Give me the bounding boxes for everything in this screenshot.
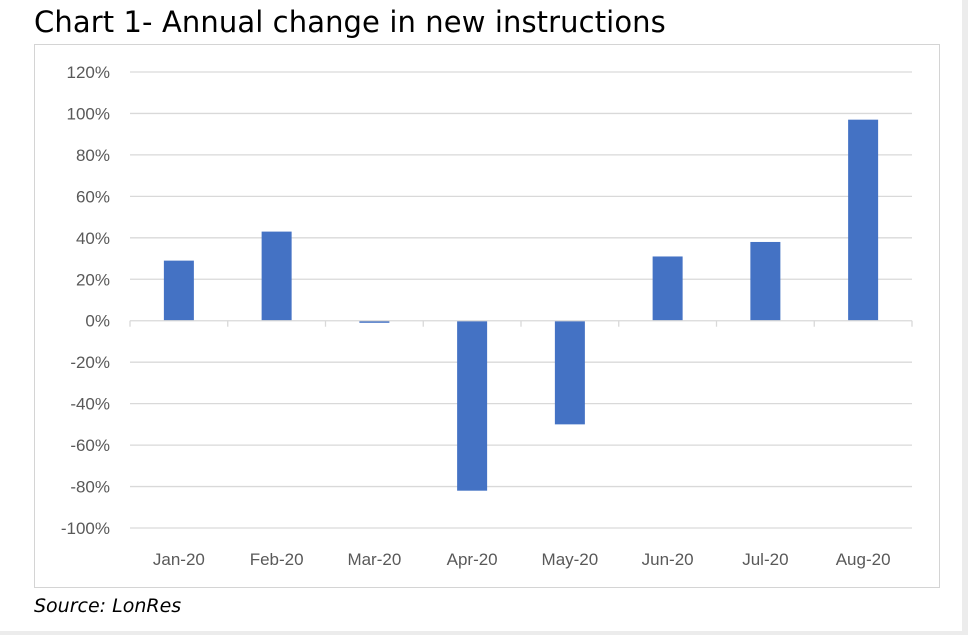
y-tick-label: 40%	[76, 229, 110, 248]
x-tick-label: Jun-20	[642, 550, 694, 569]
y-tick-label: 60%	[76, 187, 110, 206]
x-tick-label: Aug-20	[836, 550, 891, 569]
y-tick-label: 0%	[85, 312, 110, 331]
bar-feb-20	[261, 231, 292, 321]
y-tick-label: 100%	[67, 104, 110, 123]
bar-jun-20	[652, 256, 683, 321]
bar-may-20	[554, 320, 585, 425]
y-tick-label: -60%	[70, 436, 110, 455]
x-tick-label: Feb-20	[250, 550, 304, 569]
y-tick-label: -20%	[70, 353, 110, 372]
x-tick-label: Apr-20	[447, 550, 498, 569]
y-tick-label: 80%	[76, 146, 110, 165]
gridlines	[130, 71, 912, 529]
x-tick-label: May-20	[542, 550, 599, 569]
x-tick-label: Jan-20	[153, 550, 205, 569]
x-tick-label: Mar-20	[347, 550, 401, 569]
bars	[163, 119, 879, 491]
y-tick-label: 120%	[67, 63, 110, 82]
y-tick-label: -100%	[61, 519, 110, 538]
x-axis	[129, 320, 913, 327]
y-tick-label: 20%	[76, 270, 110, 289]
source-note: Source: LonRes	[34, 595, 182, 617]
bar-jul-20	[750, 241, 781, 321]
chart-title: Chart 1- Annual change in new instructio…	[34, 5, 666, 39]
bar-apr-20	[457, 320, 488, 491]
bar-aug-20	[848, 119, 879, 321]
x-axis-tick-labels: Jan-20 Feb-20 Mar-20 Apr-20 May-20 Jun-20 Jul-…	[153, 550, 891, 569]
y-axis-tick-labels: 120% 100% 80% 60% 40% 20% 0% -20% -40% -60% -80% -1…	[61, 63, 110, 538]
bar-mar-20	[359, 320, 390, 323]
y-tick-label: -40%	[70, 395, 110, 414]
bar-jan-20	[163, 260, 194, 321]
x-tick-label: Jul-20	[742, 550, 788, 569]
y-tick-label: -80%	[70, 478, 110, 497]
